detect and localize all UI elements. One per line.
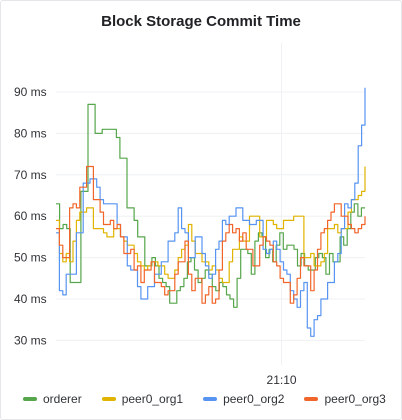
legend-label: peer0_org1 xyxy=(121,392,184,406)
y-tick-label: 70 ms xyxy=(14,168,47,182)
series-line-peer0-org2[interactable] xyxy=(56,87,366,337)
y-tick-label: 80 ms xyxy=(14,126,47,140)
y-tick-label: 50 ms xyxy=(14,251,47,265)
legend-label: orderer xyxy=(43,392,82,406)
legend-item-peer0-org1[interactable]: peer0_org1 xyxy=(101,392,184,406)
x-axis: 21:10 xyxy=(267,373,297,387)
legend-swatch xyxy=(203,397,218,401)
series-line-peer0-org3[interactable] xyxy=(56,165,366,304)
series-line-peer0-org1[interactable] xyxy=(56,166,366,284)
x-tick-label: 21:10 xyxy=(267,373,297,387)
y-tick-label: 30 ms xyxy=(14,333,47,347)
legend: orderer peer0_org1 peer0_org2 peer0_org3 xyxy=(23,390,386,408)
legend-swatch xyxy=(101,397,116,401)
y-axis: 90 ms 80 ms 70 ms 60 ms 50 ms 40 ms 30 ms xyxy=(14,85,47,347)
panel-title: Block Storage Commit Time xyxy=(101,13,301,30)
y-tick-label: 40 ms xyxy=(14,292,47,306)
series-group xyxy=(56,87,366,337)
y-tick-label: 90 ms xyxy=(14,85,47,99)
legend-item-peer0-org3[interactable]: peer0_org3 xyxy=(304,392,386,406)
legend-item-peer0-org2[interactable]: peer0_org2 xyxy=(203,392,284,406)
grid xyxy=(56,43,365,365)
legend-label: peer0_org3 xyxy=(324,392,386,406)
legend-swatch xyxy=(23,397,37,401)
legend-swatch xyxy=(304,397,319,401)
y-tick-label: 60 ms xyxy=(14,209,47,223)
legend-item-orderer[interactable]: orderer xyxy=(23,392,82,406)
series-line-orderer[interactable] xyxy=(56,103,365,308)
legend-label: peer0_org2 xyxy=(223,392,285,406)
